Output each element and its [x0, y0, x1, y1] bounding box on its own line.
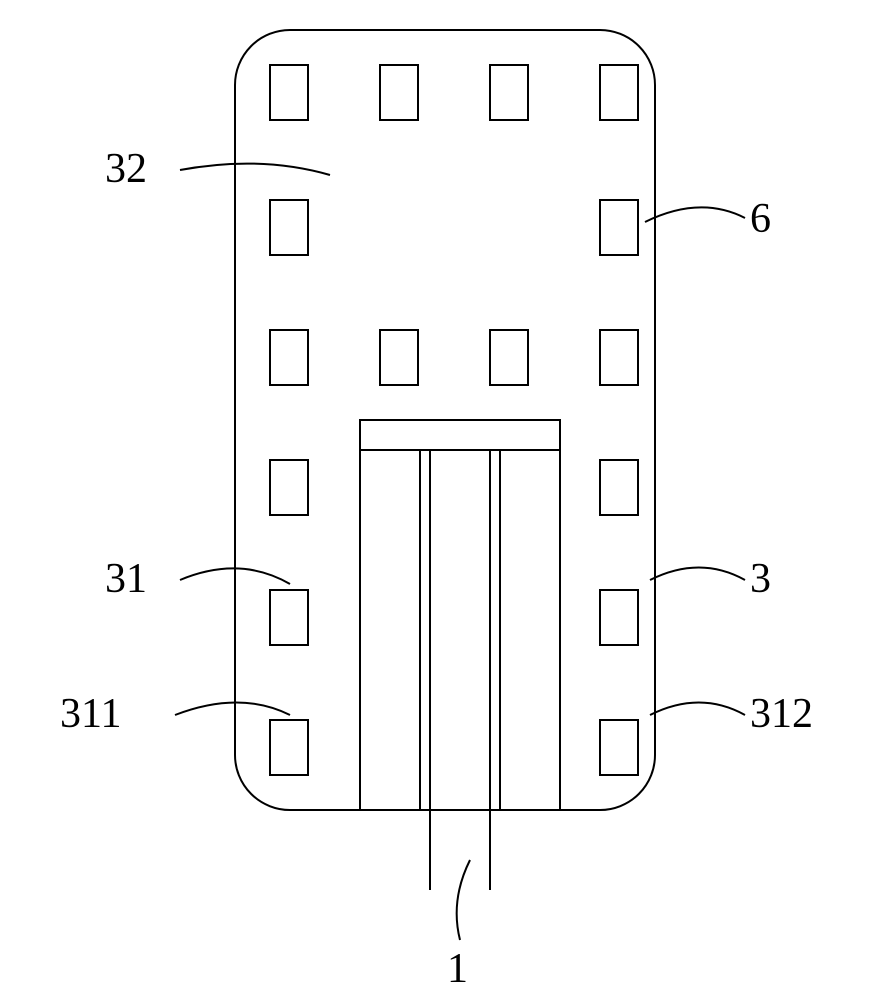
leader-line	[645, 207, 745, 222]
callout-label: 32	[105, 145, 147, 193]
hole	[600, 200, 638, 255]
hole	[600, 330, 638, 385]
hole	[490, 65, 528, 120]
hole	[270, 460, 308, 515]
hole	[270, 200, 308, 255]
hole	[380, 330, 418, 385]
leader-line	[457, 860, 470, 940]
hole	[600, 590, 638, 645]
hole	[270, 330, 308, 385]
leader-line	[180, 164, 330, 175]
hole	[270, 65, 308, 120]
leader-line	[650, 703, 745, 716]
leader-line	[650, 568, 745, 581]
hole	[380, 65, 418, 120]
hole	[600, 460, 638, 515]
callout-label: 31	[105, 555, 147, 603]
callout-label: 312	[750, 690, 813, 738]
slot-right-leg	[500, 450, 560, 810]
hole	[490, 330, 528, 385]
hole	[270, 720, 308, 775]
slot-left-leg	[360, 450, 420, 810]
slot-top	[360, 420, 560, 450]
callout-label: 311	[60, 690, 121, 738]
callout-label: 6	[750, 195, 771, 243]
callout-label: 1	[447, 945, 468, 993]
leader-line	[175, 703, 290, 716]
hole	[270, 590, 308, 645]
callout-label: 3	[750, 555, 771, 603]
hole	[600, 65, 638, 120]
hole	[600, 720, 638, 775]
